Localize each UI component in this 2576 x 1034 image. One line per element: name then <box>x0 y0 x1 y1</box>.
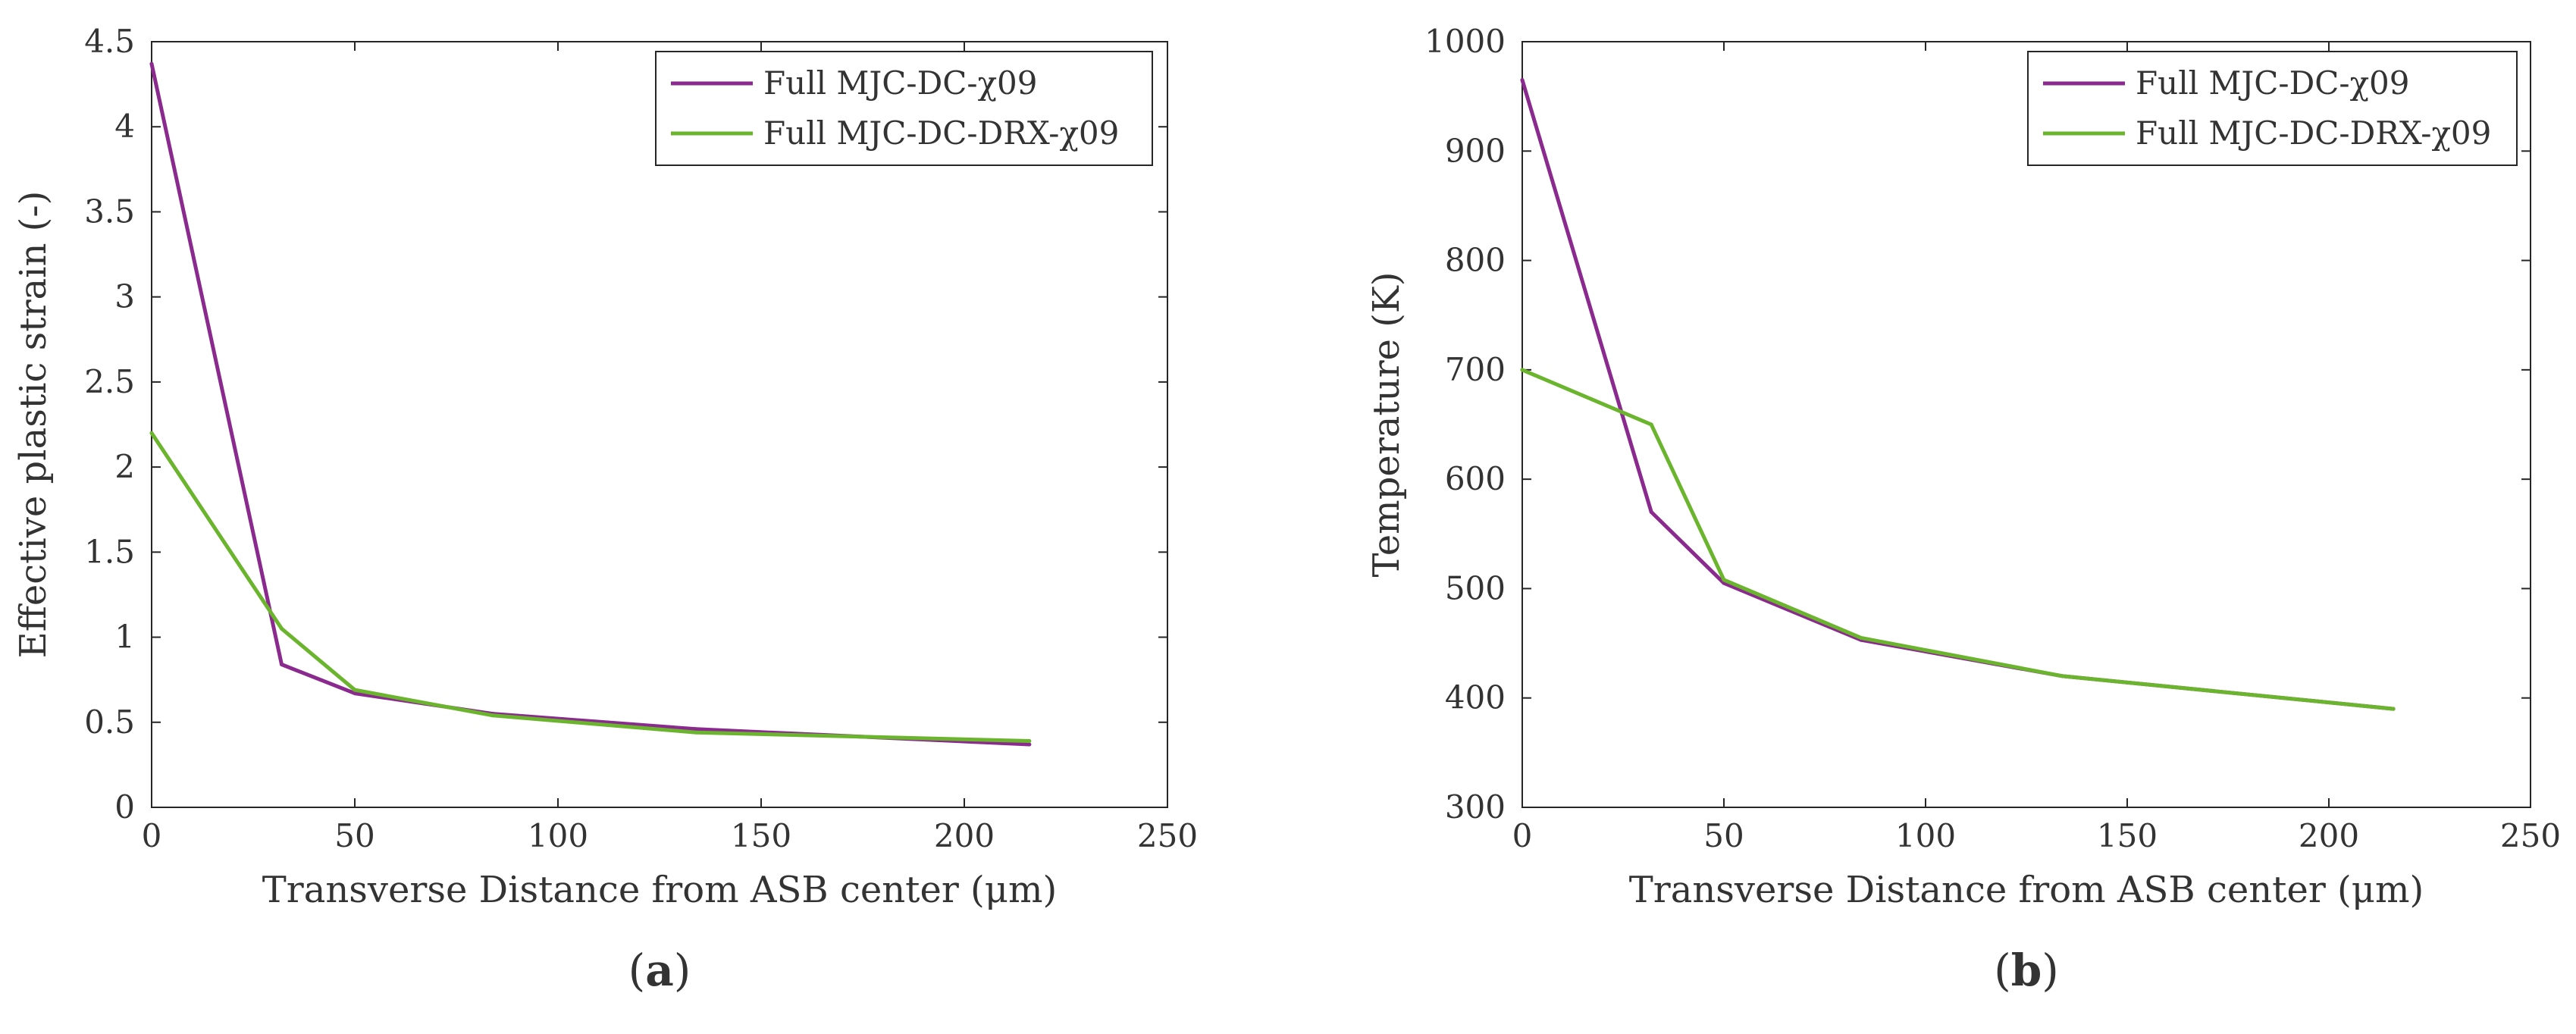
y-tick-label: 0 <box>114 788 135 826</box>
data-point-series-2 <box>694 730 698 735</box>
y-tick-label: 3.5 <box>84 193 135 230</box>
data-point-series-2 <box>2391 707 2396 711</box>
axes-box <box>151 41 1168 808</box>
data-point-series-1 <box>353 691 357 696</box>
data-point-series-2 <box>280 626 284 631</box>
data-point-series-2 <box>2060 674 2065 678</box>
x-tick-label: 50 <box>1703 817 1744 854</box>
caption-open: ( <box>1994 945 2011 996</box>
y-tick-label: 700 <box>1445 351 1506 388</box>
x-axis-label: Transverse Distance from ASB center (μm) <box>262 869 1057 911</box>
y-tick-label: 2 <box>114 448 135 485</box>
x-tick-label: 200 <box>2299 817 2359 854</box>
y-tick-label: 500 <box>1445 569 1506 606</box>
legend-label-1: Full MJC-DC-χ09 <box>763 64 1037 102</box>
data-point-series-2 <box>1859 635 1863 640</box>
x-tick-label: 100 <box>528 817 588 854</box>
data-point-series-1 <box>694 727 698 732</box>
y-tick-label: 4.5 <box>84 23 135 60</box>
axes-box <box>1521 41 2531 808</box>
legend-box <box>655 51 1153 166</box>
x-tick-label: 50 <box>334 817 374 854</box>
y-axis-label: Effective plastic strain (-) <box>12 191 55 659</box>
y-tick-label: 900 <box>1445 132 1506 169</box>
y-tick-label: 1.5 <box>84 533 135 570</box>
data-point-series-2 <box>1722 578 1726 582</box>
x-tick-label: 150 <box>2097 817 2158 854</box>
x-tick-label: 200 <box>934 817 995 854</box>
legend-label-2: Full MJC-DC-DRX-χ09 <box>763 114 1119 152</box>
caption-letter: b <box>2011 945 2042 996</box>
x-tick-label: 250 <box>2500 817 2561 854</box>
y-tick-label: 1 <box>114 619 135 656</box>
data-point-series-2 <box>1520 368 1525 372</box>
x-tick-label: 150 <box>731 817 791 854</box>
series-line-2 <box>1520 368 2396 711</box>
series-line-2 <box>149 431 1032 743</box>
data-point-series-2 <box>353 688 357 692</box>
caption-open: ( <box>628 945 646 996</box>
y-tick-label: 1000 <box>1424 23 1506 60</box>
data-point-series-1 <box>280 662 284 666</box>
x-tick-label: 250 <box>1137 817 1198 854</box>
data-point-series-1 <box>1027 742 1032 747</box>
data-point-series-2 <box>149 431 154 435</box>
caption: (a) <box>628 945 691 996</box>
legend-label-1: Full MJC-DC-χ09 <box>2136 64 2409 102</box>
series-line-1 <box>1520 78 2396 711</box>
data-point-series-2 <box>490 713 495 718</box>
chart-b: 0 50 100 150 200 250 300 400 500 600 700 800 900 1000… <box>1365 23 2561 996</box>
y-tick-label: 300 <box>1445 788 1506 826</box>
y-tick-label: 3 <box>114 278 135 315</box>
data-point-series-1 <box>149 61 154 66</box>
x-tick-label: 0 <box>1512 817 1533 854</box>
y-tick-label: 400 <box>1445 679 1506 716</box>
y-axis-label: Temperature (K) <box>1365 271 1408 577</box>
y-tick-label: 600 <box>1445 460 1506 497</box>
x-tick-label: 0 <box>142 817 162 854</box>
data-point-series-2 <box>1649 422 1653 427</box>
y-tick-label: 800 <box>1445 242 1506 279</box>
x-tick-label: 100 <box>1895 817 1956 854</box>
chart-a: 0 50 100 150 200 250 0 0.5 1 1.5 2 2.5 3 3.5 4 4.5 Trans… <box>12 23 1198 996</box>
x-axis-label: Transverse Distance from ASB center (μm) <box>1629 869 2424 911</box>
data-point-series-1 <box>1520 78 1525 82</box>
caption-close: ) <box>2042 945 2059 996</box>
caption: (b) <box>1994 945 2059 996</box>
caption-letter: a <box>645 945 674 996</box>
legend-box <box>2027 51 2518 166</box>
data-point-series-2 <box>1027 738 1032 743</box>
data-point-series-1 <box>1649 509 1653 514</box>
y-tick-label: 4 <box>114 108 135 145</box>
legend-label-2: Full MJC-DC-DRX-χ09 <box>2136 114 2491 152</box>
y-tick-label: 0.5 <box>84 703 135 741</box>
caption-close: ) <box>674 945 691 996</box>
y-tick-label: 2.5 <box>84 363 135 400</box>
